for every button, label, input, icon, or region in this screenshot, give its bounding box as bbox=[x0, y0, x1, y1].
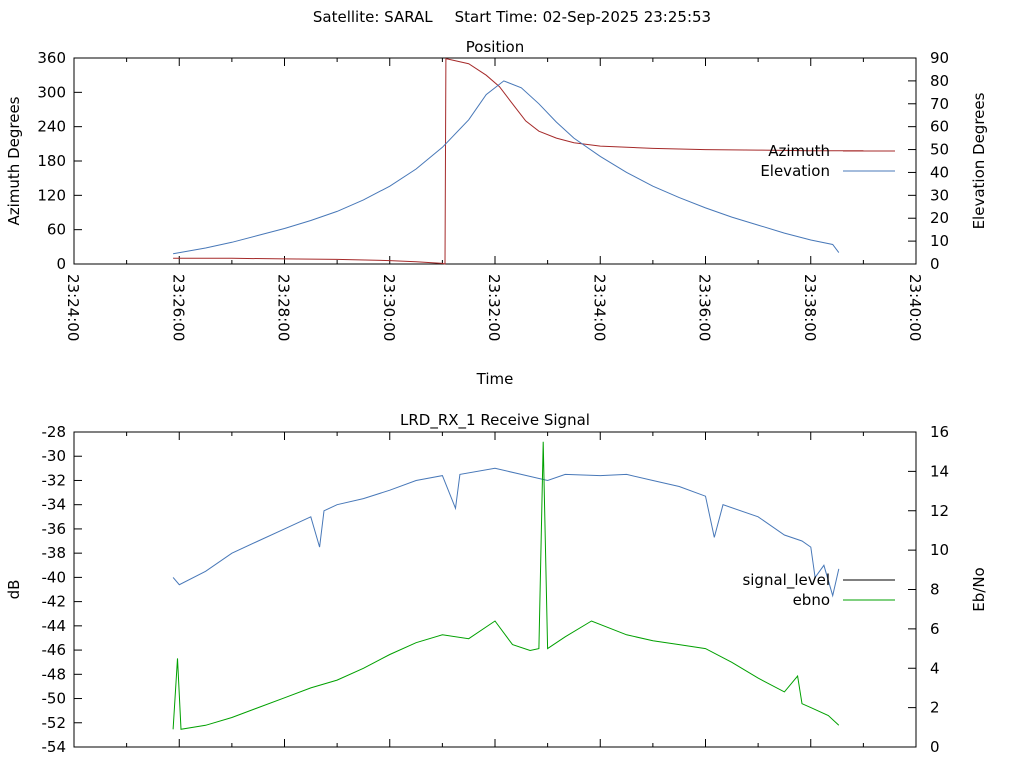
y-tick-label: -40 bbox=[42, 568, 67, 586]
y2-axis-title: Elevation Degrees bbox=[970, 92, 988, 229]
y2-tick-label: 60 bbox=[930, 118, 949, 136]
y2-tick-label: 50 bbox=[930, 141, 949, 159]
chart-receive-signal: LRD_RX_1 Receive Signal -54 -52 -50 -48 -46 -4… bbox=[5, 411, 988, 756]
satellite-title: Satellite: SARAL Start Time: 02-Sep-2025 … bbox=[313, 8, 711, 26]
y2-tick-label: 80 bbox=[930, 72, 949, 90]
x-tick-label: 23:32:00 bbox=[485, 274, 503, 341]
y2-tick-label: 30 bbox=[930, 186, 949, 204]
start-time-label: Start Time: 02-Sep-2025 23:25:53 bbox=[455, 8, 711, 26]
y2-tick-label: 10 bbox=[930, 232, 949, 250]
y-tick-label: -34 bbox=[42, 496, 67, 514]
y-tick-label: 300 bbox=[37, 83, 66, 101]
y-tick-label: -52 bbox=[42, 714, 67, 732]
y-tick-label: 240 bbox=[37, 118, 66, 136]
y-axis-title: dB bbox=[5, 580, 23, 600]
x-tick-label: 23:40:00 bbox=[906, 274, 924, 341]
chart-position: Position 0 60 120 180 240 300 360 0 10 20 30 40 50 60 7… bbox=[5, 38, 988, 388]
x-axis-title: Time bbox=[476, 370, 514, 388]
plot-frame bbox=[73, 57, 917, 265]
y-tick-label: 0 bbox=[56, 255, 66, 273]
y2-tick-label: 40 bbox=[930, 163, 949, 181]
y2-tick-label: 16 bbox=[930, 423, 949, 441]
y-tick-label: -36 bbox=[42, 520, 67, 538]
x-tick-label: 23:36:00 bbox=[696, 274, 714, 341]
y-tick-label: -50 bbox=[42, 690, 67, 708]
x-tick-label: 23:28:00 bbox=[275, 274, 293, 341]
y-tick-label: -32 bbox=[42, 471, 67, 489]
x-tick-label: 23:24:00 bbox=[64, 274, 82, 341]
y-tick-label: -46 bbox=[42, 641, 67, 659]
y-tick-label: -44 bbox=[42, 617, 67, 635]
y2-axis-title: Eb/No bbox=[970, 567, 988, 611]
y-tick-label: 60 bbox=[47, 221, 66, 239]
legend-label: signal_level bbox=[742, 571, 830, 590]
x-tick-label: 23:34:00 bbox=[590, 274, 608, 341]
y2-tick-label: 0 bbox=[930, 255, 940, 273]
y-tick-label: 180 bbox=[37, 152, 66, 170]
y2-tick-label: 70 bbox=[930, 95, 949, 113]
y-tick-label: 120 bbox=[37, 186, 66, 204]
legend-label: Azimuth bbox=[768, 142, 830, 160]
y-tick-label: -54 bbox=[42, 738, 67, 756]
chart-title: Position bbox=[466, 38, 524, 56]
y-tick-label: -30 bbox=[42, 447, 67, 465]
y2-tick-label: 10 bbox=[930, 541, 949, 559]
y2-tick-label: 12 bbox=[930, 502, 949, 520]
legend-label: Elevation bbox=[760, 162, 830, 180]
y-tick-label: -28 bbox=[42, 423, 67, 441]
y2-tick-label: 8 bbox=[930, 581, 940, 599]
series-line-signal-level bbox=[172, 467, 840, 598]
x-tick-label: 23:26:00 bbox=[169, 274, 187, 341]
y2-tick-label: 4 bbox=[930, 659, 940, 677]
x-tick-label: 23:38:00 bbox=[801, 274, 819, 341]
y2-tick-label: 14 bbox=[930, 462, 949, 480]
y2-tick-label: 2 bbox=[930, 699, 940, 717]
legend-label: ebno bbox=[793, 591, 830, 609]
y2-tick-label: 20 bbox=[930, 209, 949, 227]
series-line-elevation bbox=[173, 80, 840, 255]
y2-tick-label: 0 bbox=[930, 738, 940, 756]
y-tick-label: -42 bbox=[42, 593, 67, 611]
y-tick-label: -38 bbox=[42, 544, 67, 562]
plot-frame bbox=[73, 431, 917, 748]
series-line-ebno bbox=[172, 441, 840, 730]
series-line-azimuth bbox=[173, 57, 864, 265]
y-tick-label: -48 bbox=[42, 665, 67, 683]
y2-tick-label: 90 bbox=[930, 49, 949, 67]
y-tick-label: 360 bbox=[37, 49, 66, 67]
x-tick-label: 23:30:00 bbox=[380, 274, 398, 341]
y-axis-title: Azimuth Degrees bbox=[5, 96, 23, 225]
chart-title: LRD_RX_1 Receive Signal bbox=[400, 411, 590, 430]
y2-tick-label: 6 bbox=[930, 620, 940, 638]
satellite-label: Satellite: SARAL bbox=[313, 8, 433, 26]
